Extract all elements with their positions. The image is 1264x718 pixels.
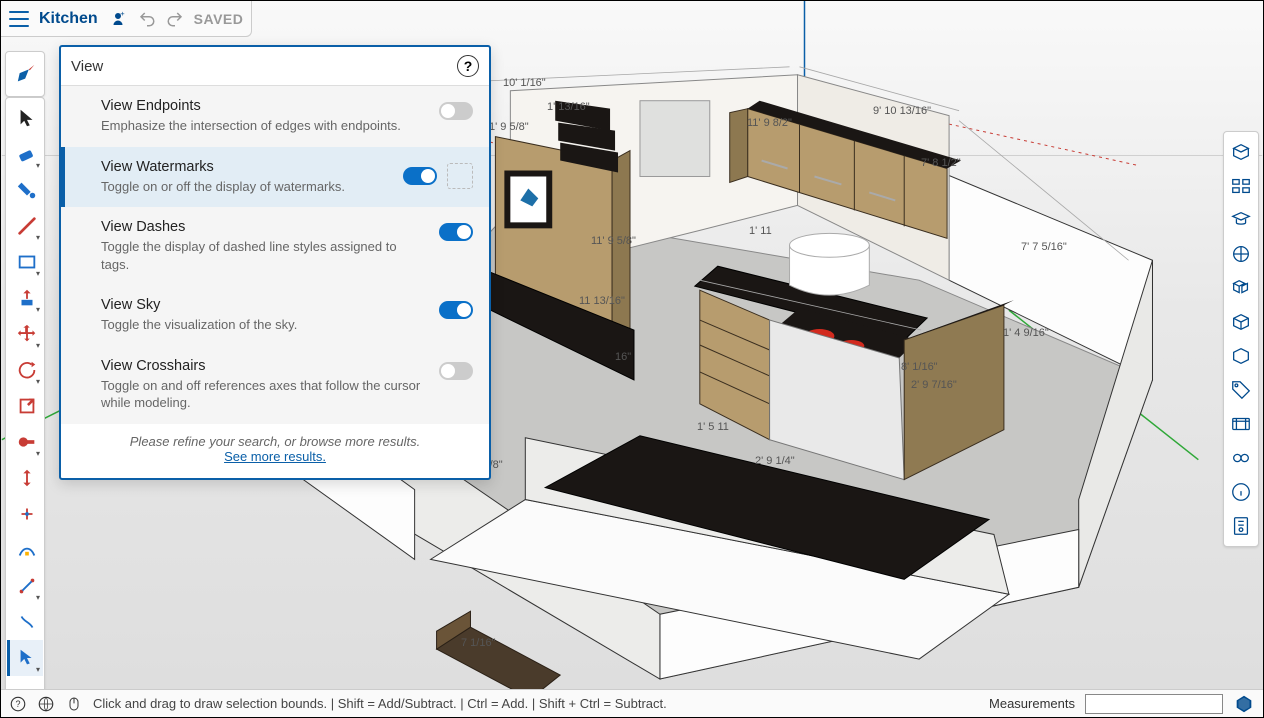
components-icon[interactable] xyxy=(1225,238,1257,270)
dimension-label: 11' 9 8/2" xyxy=(747,117,792,129)
section-tool[interactable] xyxy=(7,532,43,568)
offset-tool[interactable] xyxy=(7,496,43,532)
styles-icon[interactable] xyxy=(1225,306,1257,338)
command-search-panel: ? View Endpoints Emphasize the intersecti… xyxy=(59,45,491,480)
result-title: View Endpoints xyxy=(101,98,427,114)
dimension-label: 16" xyxy=(615,351,631,363)
dimension-label: 2' 9 7/16" xyxy=(911,379,957,391)
dimension-label: 1' 9 5/8" xyxy=(489,121,529,133)
entity-info-icon[interactable] xyxy=(1225,136,1257,168)
toggle-switch[interactable] xyxy=(403,167,437,185)
dimension-label: 9' 10 13/16" xyxy=(873,105,931,117)
search-results: View Endpoints Emphasize the intersection… xyxy=(61,86,489,424)
share-icon[interactable]: + xyxy=(108,9,128,29)
left-toolbar-search xyxy=(5,51,45,97)
dimension-label: 1' 5 11 xyxy=(697,421,729,433)
dimension-label: 7' 8 1/2" xyxy=(921,157,961,169)
file-title: Kitchen xyxy=(39,10,98,28)
result-item[interactable]: View Crosshairs Toggle on and off referen… xyxy=(61,346,489,424)
display-icon[interactable] xyxy=(1225,442,1257,474)
result-title: View Watermarks xyxy=(101,159,391,175)
rectangle-tool[interactable]: ▾ xyxy=(7,244,43,280)
dimension-label: 10' 1/16" xyxy=(503,77,546,89)
result-title: View Dashes xyxy=(101,219,427,235)
help-icon[interactable]: ? xyxy=(457,55,479,77)
sketchup-logo-icon[interactable] xyxy=(1233,693,1255,715)
result-item[interactable]: View Dashes Toggle the display of dashed … xyxy=(61,207,489,285)
scenes-icon[interactable] xyxy=(1225,408,1257,440)
svg-text:+: + xyxy=(120,10,125,18)
measurements-input[interactable] xyxy=(1085,694,1223,714)
dimension-label: 1' 11 xyxy=(749,225,772,237)
result-item[interactable]: View Sky Toggle the visualization of the … xyxy=(61,285,489,346)
see-more-link[interactable]: See more results. xyxy=(224,449,326,464)
tags-icon[interactable] xyxy=(1225,340,1257,372)
toggle-switch[interactable] xyxy=(439,223,473,241)
dimension-label: 7 1/16" xyxy=(461,637,496,649)
result-desc: Toggle the visualization of the sky. xyxy=(101,316,427,334)
toggle-switch[interactable] xyxy=(439,301,473,319)
eraser-tool[interactable]: ▾ xyxy=(7,136,43,172)
dimension-label: 11 13/16" xyxy=(579,295,625,307)
scale-tool[interactable] xyxy=(7,388,43,424)
status-text: Click and drag to draw selection bounds.… xyxy=(93,696,979,711)
result-desc: Toggle on or off the display of watermar… xyxy=(101,178,391,196)
push-pull-tool[interactable]: ▾ xyxy=(7,280,43,316)
dimension-label: 1' 13/16" xyxy=(547,101,590,113)
materials-icon[interactable] xyxy=(1225,272,1257,304)
instructor-icon[interactable] xyxy=(1225,204,1257,236)
soften-icon[interactable] xyxy=(1225,510,1257,542)
select-tool[interactable] xyxy=(7,100,43,136)
search-tool[interactable] xyxy=(7,56,43,92)
result-desc: Toggle on and off references axes that f… xyxy=(101,377,427,412)
move-tool[interactable]: ▾ xyxy=(7,316,43,352)
rotate-tool[interactable]: ▾ xyxy=(7,352,43,388)
dimension-label: 1' 4 9/16" xyxy=(1003,327,1049,339)
result-title: View Crosshairs xyxy=(101,358,427,374)
text-tool[interactable] xyxy=(7,460,43,496)
left-toolbar-tools: ▾ ▾ ▾ ▾ ▾ ▾ ▾ ▾ ▾ xyxy=(5,97,45,715)
model-info-icon[interactable] xyxy=(1225,476,1257,508)
tag-icon[interactable] xyxy=(1225,374,1257,406)
search-row: ? xyxy=(61,47,489,86)
orbit-tool[interactable]: ▾ xyxy=(7,640,43,676)
tape-tool[interactable]: ▾ xyxy=(7,424,43,460)
dimension-label: 11' 9 5/8" xyxy=(591,235,636,247)
result-desc: Toggle the display of dashed line styles… xyxy=(101,238,427,273)
menu-icon[interactable] xyxy=(9,11,29,27)
search-input[interactable] xyxy=(71,58,457,75)
saved-status: SAVED xyxy=(194,11,244,27)
help-status-icon[interactable]: ? xyxy=(9,695,27,713)
result-item[interactable]: View Watermarks Toggle on or off the disp… xyxy=(61,147,489,208)
paint-tool[interactable] xyxy=(7,172,43,208)
redo-icon[interactable] xyxy=(166,10,184,28)
toggle-switch[interactable] xyxy=(439,102,473,120)
line-tool[interactable]: ▾ xyxy=(7,208,43,244)
result-item[interactable]: View Endpoints Emphasize the intersection… xyxy=(61,86,489,147)
result-desc: Emphasize the intersection of edges with… xyxy=(101,117,427,135)
measurements-label: Measurements xyxy=(989,696,1075,711)
walk-tool[interactable] xyxy=(7,604,43,640)
right-toolbar xyxy=(1223,131,1259,547)
results-footer: Please refine your search, or browse mor… xyxy=(61,424,489,478)
mouse-icon[interactable] xyxy=(65,695,83,713)
svg-text:?: ? xyxy=(15,699,20,709)
toggle-switch[interactable] xyxy=(439,362,473,380)
result-title: View Sky xyxy=(101,297,427,313)
preview-box xyxy=(447,163,473,189)
dimension-label: 7' 7 5/16" xyxy=(1021,241,1067,253)
dimension-label: 2' 9 1/4" xyxy=(755,455,795,467)
status-bar: ? Click and drag to draw selection bound… xyxy=(1,689,1263,717)
top-bar: Kitchen + SAVED xyxy=(1,1,252,37)
dimension-tool[interactable]: ▾ xyxy=(7,568,43,604)
dimension-label: 8' 1/16" xyxy=(901,361,938,373)
undo-icon[interactable] xyxy=(138,10,156,28)
outliner-icon[interactable] xyxy=(1225,170,1257,202)
refine-text: Please refine your search, or browse mor… xyxy=(130,434,420,449)
language-icon[interactable] xyxy=(37,695,55,713)
